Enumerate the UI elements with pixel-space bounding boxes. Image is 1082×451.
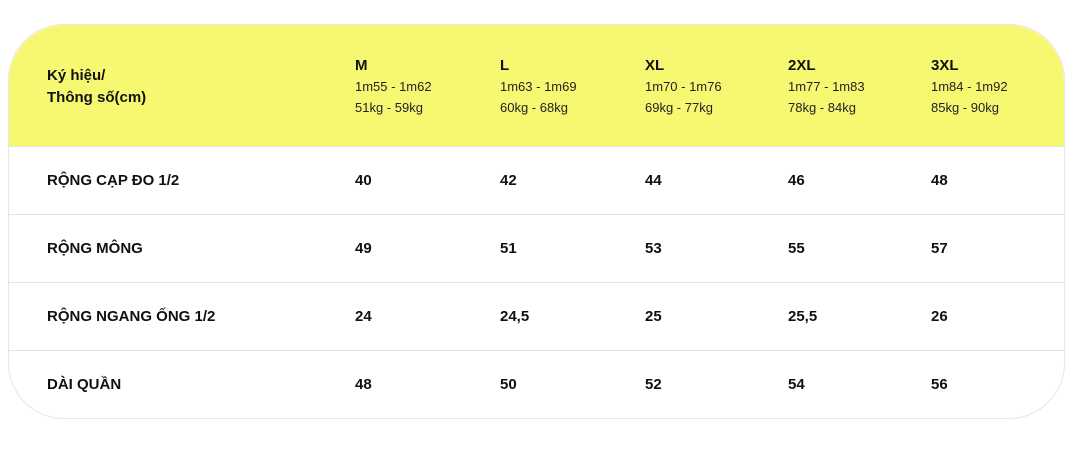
cell-value: 53	[645, 240, 662, 257]
cell-value: 48	[931, 172, 948, 189]
size-weight-range: 51kg - 59kg	[355, 99, 423, 115]
header-label-cell: Ký hiệu/ Thông số(cm)	[9, 65, 355, 109]
header-size-3xl: 3XL 1m84 - 1m92 85kg - 90kg	[931, 56, 1061, 118]
header-size-m: M 1m55 - 1m62 51kg - 59kg	[355, 56, 500, 118]
cell-value: 26	[931, 308, 948, 325]
size-weight-range: 85kg - 90kg	[931, 99, 999, 115]
size-height-range: 1m84 - 1m92	[931, 78, 1008, 94]
cell-value: 51	[500, 240, 517, 257]
cell-value: 46	[788, 172, 805, 189]
cell-value: 54	[788, 376, 805, 393]
cell-value: 52	[645, 376, 662, 393]
cell-value: 50	[500, 376, 517, 393]
cell-value: 24	[355, 308, 372, 325]
cell-value: 42	[500, 172, 517, 189]
row-label: DÀI QUẦN	[47, 376, 122, 393]
size-height-range: 1m55 - 1m62	[355, 78, 432, 94]
cell-value: 49	[355, 240, 372, 257]
size-name: M	[355, 56, 368, 74]
row-label: RỘNG MÔNG	[47, 240, 143, 257]
header-label-line1: Ký hiệu/	[47, 66, 106, 84]
header-size-xl: XL 1m70 - 1m76 69kg - 77kg	[645, 56, 788, 118]
cell-value: 25,5	[788, 308, 818, 325]
size-weight-range: 60kg - 68kg	[500, 99, 568, 115]
cell-value: 48	[355, 376, 372, 393]
size-height-range: 1m70 - 1m76	[645, 78, 722, 94]
table-row: RỘNG MÔNG 49 51 53 55 57	[9, 214, 1064, 282]
size-name: XL	[645, 56, 665, 74]
cell-value: 40	[355, 172, 372, 189]
cell-value: 55	[788, 240, 805, 257]
cell-value: 25	[645, 308, 662, 325]
table-row: DÀI QUẦN 48 50 52 54 56	[9, 350, 1064, 418]
cell-value: 56	[931, 376, 948, 393]
size-weight-range: 69kg - 77kg	[645, 99, 713, 115]
size-chart-table: Ký hiệu/ Thông số(cm) M 1m55 - 1m62 51kg…	[8, 24, 1065, 419]
size-height-range: 1m77 - 1m83	[788, 78, 865, 94]
header-size-l: L 1m63 - 1m69 60kg - 68kg	[500, 56, 645, 118]
cell-value: 57	[931, 240, 948, 257]
row-label: RỘNG NGANG ỐNG 1/2	[47, 308, 216, 325]
size-height-range: 1m63 - 1m69	[500, 78, 577, 94]
size-weight-range: 78kg - 84kg	[788, 99, 856, 115]
row-label: RỘNG CẠP ĐO 1/2	[47, 172, 180, 189]
header-size-2xl: 2XL 1m77 - 1m83 78kg - 84kg	[788, 56, 931, 118]
table-header: Ký hiệu/ Thông số(cm) M 1m55 - 1m62 51kg…	[9, 25, 1064, 146]
table-row: RỘNG CẠP ĐO 1/2 40 42 44 46 48	[9, 146, 1064, 214]
cell-value: 44	[645, 172, 662, 189]
cell-value: 24,5	[500, 308, 530, 325]
size-name: L	[500, 56, 510, 74]
header-label-line2: Thông số(cm)	[47, 88, 147, 106]
size-name: 3XL	[931, 56, 959, 74]
size-name: 2XL	[788, 56, 816, 74]
table-row: RỘNG NGANG ỐNG 1/2 24 24,5 25 25,5 26	[9, 282, 1064, 350]
